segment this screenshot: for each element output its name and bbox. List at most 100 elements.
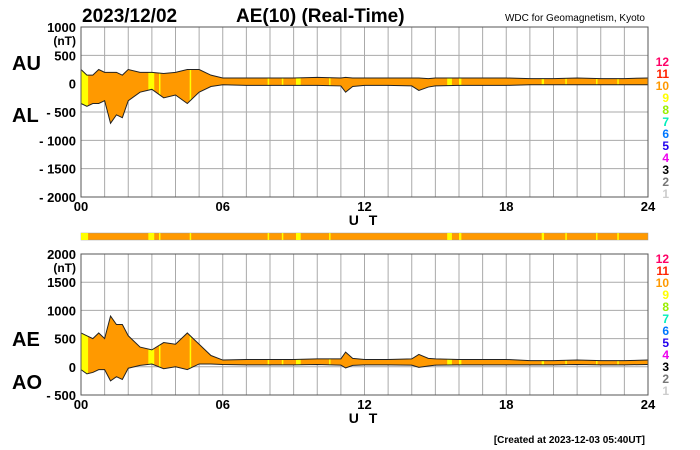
area-fill-9-stations [189,69,192,124]
area-fill-9-stations [565,316,567,381]
panel2-upper-label: AE [12,329,40,351]
strip-9-stations [329,233,331,240]
legend-station-count: 9 [662,91,669,105]
ae-ao-panel: 2000 1500 1000 500 0 - 500 (nT) 00 06 12 18 24 U T [46,247,656,426]
area-fill-9-stations [189,316,192,381]
x-axis-label: U T [349,410,381,426]
area-fill-9-stations [329,316,331,381]
panel1-upper-label: AU [12,53,41,75]
y-tick-label: - 1500 [39,162,76,177]
legend-station-count: 10 [656,276,670,290]
area-fill-9-stations [596,316,598,381]
created-timestamp: [Created at 2023-12-03 05:40UT] [494,435,645,446]
y-tick-label: 500 [54,48,76,63]
source-label: WDC for Geomagnetism, Kyoto [505,13,645,24]
strip-9-stations [267,233,270,240]
legend-station-count: 12 [656,55,670,69]
y-tick-label: - 2000 [39,190,76,205]
area-fill-9-stations [81,69,89,124]
legend-station-count: 10 [656,79,670,93]
strip-9-stations [81,233,89,240]
legend-station-count: 3 [662,163,669,177]
series-line-al [80,84,648,125]
legend-station-count: 9 [662,288,669,302]
y-unit-label: (nT) [53,34,76,48]
series-line-au [80,68,649,80]
legend-station-count: 11 [656,264,669,278]
y-tick-label: 1000 [47,303,76,318]
x-tick-label: 18 [499,199,513,214]
area-fill-9-stations [81,316,89,381]
strip-9-stations [541,233,545,240]
legend-station-count: 3 [662,360,669,374]
series-line-ao [80,363,649,382]
x-tick-label: 18 [499,397,513,412]
chart-date: 2023/12/02 [82,6,177,27]
station-count-strip [80,232,649,241]
legend-station-count: 8 [662,103,669,117]
y-tick-label: 2000 [47,247,76,262]
area-fill-9-stations [447,316,452,381]
area-fill-9-stations [617,316,619,381]
legend-station-count: 12 [656,252,670,266]
area-fill-9-stations [541,316,545,381]
y-tick-label: - 500 [46,388,76,403]
legend-station-count: 1 [662,384,669,398]
strip-9-stations [281,233,284,240]
x-tick-label: 00 [74,199,88,214]
area-fill-9-stations [295,316,301,381]
legend-station-count: 8 [662,300,669,314]
x-tick-label: 24 [641,199,656,214]
legend-station-count: 7 [662,115,669,129]
legend-station-count: 4 [662,348,669,362]
area-fill-9-stations [148,316,155,381]
legend-station-count: 1 [662,187,669,201]
strip-9-stations [158,233,161,240]
x-tick-label: 24 [641,397,656,412]
strip-9-stations [148,233,155,240]
strip-9-stations [459,233,462,240]
legend-station-count: 2 [662,372,669,386]
y-tick-label: 0 [69,77,76,92]
x-tick-label: 00 [74,397,88,412]
strip-9-stations [617,233,619,240]
x-tick-label: 12 [357,199,371,214]
strip-9-stations [596,233,598,240]
au-al-panel: 1000 500 0 - 500 - 1000 - 1500 - 2000 (nT) 00 06 1… [39,20,656,228]
legend-station-count: 4 [662,151,669,165]
strip-10-stations [80,232,649,241]
x-tick-label: 06 [216,199,230,214]
legend-station-count: 5 [662,139,669,153]
legend-station-count: 6 [662,324,669,338]
y-tick-label: 1000 [47,20,76,35]
area-fill-9-stations [281,316,284,381]
y-tick-label: - 1000 [39,133,76,148]
x-axis-label: U T [349,212,381,228]
chart-title: AE(10) (Real-Time) [236,6,405,27]
y-tick-label: 500 [54,332,76,347]
plot-frame [80,253,649,396]
strip-9-stations [447,233,452,240]
strip-9-stations [189,233,192,240]
legend-station-count: 6 [662,127,669,141]
y-tick-label: 0 [69,360,76,375]
strip-9-stations [565,233,567,240]
x-tick-label: 06 [216,397,230,412]
legend-station-count: 11 [656,67,669,81]
y-tick-label: 1500 [47,275,76,290]
area-fill-9-stations [267,316,270,381]
legend-station-count: 2 [662,175,669,189]
series-line-ae [80,314,649,362]
y-tick-label: - 500 [46,105,76,120]
x-tick-label: 12 [357,397,371,412]
area-fill-9-stations [158,316,161,381]
y-unit-label: (nT) [53,261,76,275]
plot-frame [80,26,649,198]
strip-9-stations [295,233,301,240]
legend-station-count: 7 [662,312,669,326]
legend-station-count: 5 [662,336,669,350]
panel1-lower-label: AL [12,105,39,127]
